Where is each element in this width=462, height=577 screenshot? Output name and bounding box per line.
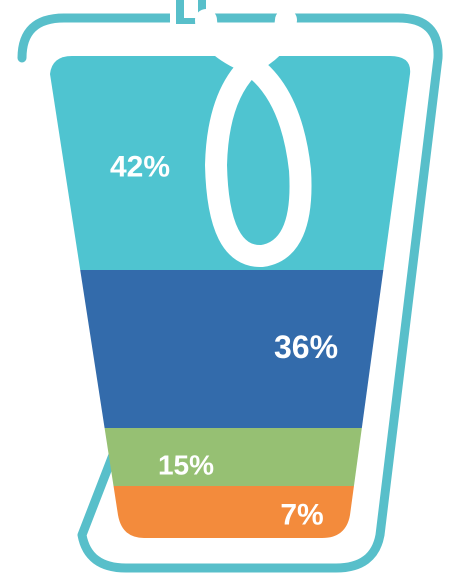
segment-36-label: 36% bbox=[274, 329, 338, 365]
segment-42-label: 42% bbox=[110, 151, 170, 184]
segment-7-label: 7% bbox=[280, 499, 323, 532]
segment-36-bar bbox=[50, 270, 411, 428]
segment-7-bar bbox=[50, 486, 411, 538]
cup-outline bbox=[17, 13, 443, 573]
loop-icon bbox=[195, 9, 312, 267]
segment-15-label: 15% bbox=[158, 450, 214, 481]
